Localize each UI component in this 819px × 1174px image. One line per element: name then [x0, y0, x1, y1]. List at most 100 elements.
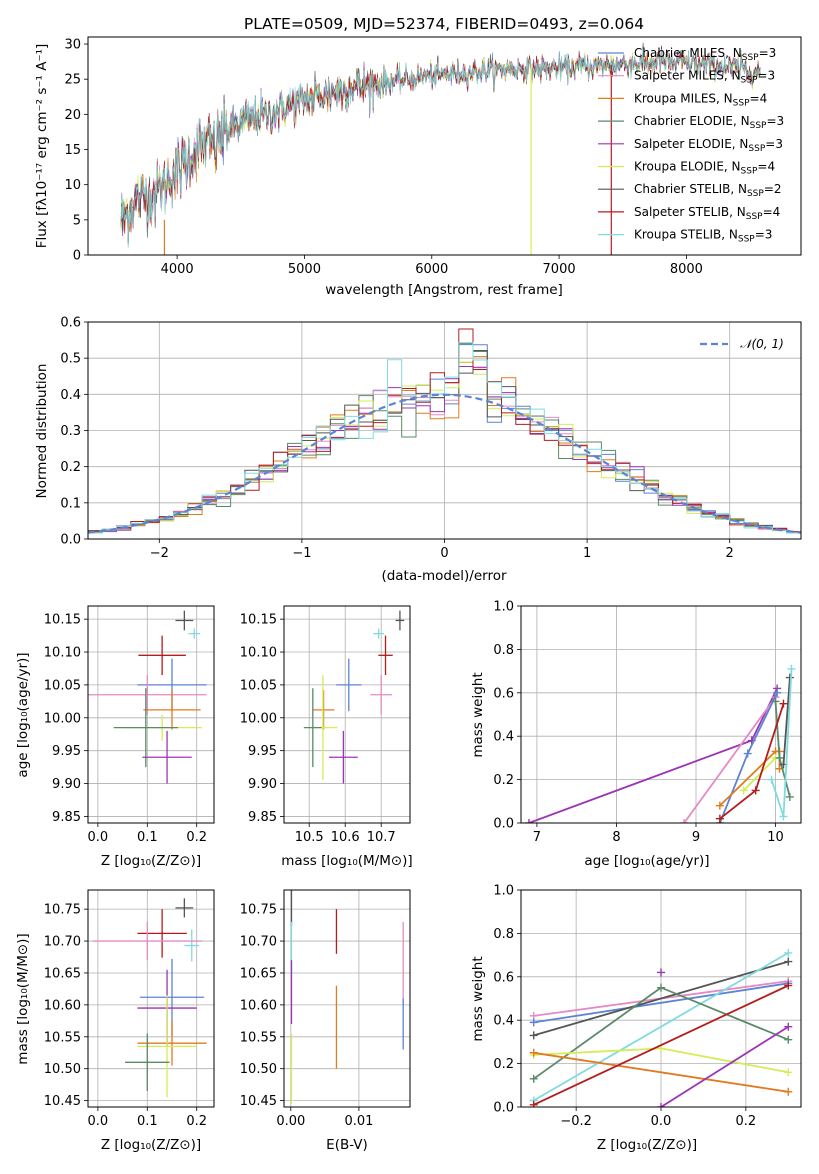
y-tick-label: 10.45: [240, 1094, 277, 1109]
y-tick-label: 0.4: [493, 1014, 514, 1029]
marker-kroupa_stelib: [784, 948, 793, 957]
agemass-xlabel: mass [log₁₀(M/M⊙)]: [281, 853, 412, 869]
residuals-xlabel: (data-model)/error: [381, 568, 507, 584]
y-tick-label: 9.85: [248, 810, 277, 825]
spectrum-title: PLATE=0509, MJD=52374, FIBERID=0493, z=0…: [244, 15, 644, 33]
y-tick-label: 10.05: [240, 678, 277, 693]
spectrum-xlabel: wavelength [Angstrom, rest frame]: [325, 282, 563, 298]
x-tick-label: 10: [767, 830, 784, 845]
marker-kroupa_elodie: [739, 786, 748, 795]
legend-label-kroupa_miles: Kroupa MILES, NSSP=4: [634, 91, 767, 108]
x-tick-label: −0.2: [560, 1114, 592, 1129]
y-tick-label: 10.55: [240, 1030, 277, 1045]
spectrum-lines: [120, 42, 761, 255]
marker-chabrier_miles: [529, 1018, 538, 1027]
mass_vs_ebv-axes: 0.00 0.01 10.45 10.50 10.55 10.60 10.65 10.70 10…: [240, 890, 410, 1129]
x-tick-label: 7000: [543, 262, 576, 277]
legend-label-salpeter_stelib: Salpeter STELIB, NSSP=4: [634, 205, 780, 222]
y-tick-label: 0: [73, 249, 81, 264]
x-tick-label: −2: [150, 546, 169, 561]
wZ-ylabel: mass weight: [470, 956, 486, 1041]
marker-salpeter_miles: [680, 819, 689, 823]
wage-ylabel: mass weight: [470, 672, 486, 757]
marker-kroupa_stelib: [787, 664, 796, 673]
y-tick-label: 10.60: [240, 998, 277, 1013]
mass_vs_ebv-points: [290, 890, 404, 1104]
x-tick-label: 0.01: [344, 1114, 373, 1129]
marker-kroupa_miles: [715, 801, 724, 810]
x-tick-label: 0.1: [137, 1114, 158, 1129]
y-tick-label: 10.50: [44, 1062, 81, 1077]
marker-chabrier_elodie: [784, 1035, 793, 1044]
y-tick-label: 0.6: [60, 316, 81, 331]
y-tick-label: 15: [64, 143, 81, 158]
y-tick-label: 25: [64, 73, 81, 88]
y-tick-label: 0.5: [60, 352, 81, 367]
x-tick-label: 8: [612, 830, 620, 845]
y-tick-label: 10.65: [240, 966, 277, 981]
y-tick-label: 10.75: [240, 903, 277, 918]
y-tick-label: 10.55: [44, 1030, 81, 1045]
legend-label-kroupa_elodie: Kroupa ELODIE, NSSP=4: [634, 160, 775, 177]
series-salpeter_elodie: [660, 1025, 789, 1107]
y-tick-label: 0.8: [493, 643, 514, 658]
marker-kroupa_stelib: [767, 775, 776, 784]
weight_vs_age-frame: [520, 605, 802, 824]
y-tick-label: 9.85: [52, 810, 81, 825]
y-tick-label: 0.8: [493, 927, 514, 942]
series-chabrier_stelib: [533, 960, 789, 1037]
weight_vs_Z-frame: [520, 889, 802, 1108]
y-tick-label: 0.2: [493, 1057, 514, 1072]
x-tick-label: 0.2: [186, 830, 207, 845]
y-tick-label: 10.70: [44, 935, 81, 950]
y-tick-label: 10.15: [44, 613, 81, 628]
y-tick-label: 0.6: [493, 686, 514, 701]
y-tick-label: 10: [64, 178, 81, 193]
marker-kroupa_stelib: [779, 812, 788, 821]
massZ-xlabel: Z [log₁₀(Z/Z⊙)]: [101, 1137, 201, 1153]
marker-kroupa_miles: [529, 1048, 538, 1057]
marker-salpeter_stelib: [751, 786, 760, 795]
mass_vs_ebv-frame: [283, 889, 411, 1108]
x-tick-label: 0.2: [186, 1114, 207, 1129]
series-kroupa_miles: [533, 1051, 789, 1093]
mass_vs_Z-frame: [87, 889, 215, 1108]
x-tick-label: 9: [692, 830, 700, 845]
y-tick-label: 0.4: [60, 388, 81, 403]
marker-salpeter_stelib: [779, 699, 788, 708]
x-tick-label: 2: [726, 546, 734, 561]
y-tick-label: 9.90: [52, 777, 81, 792]
legend-label-chabrier_miles: Chabrier MILES, NSSP=3: [634, 46, 776, 63]
weight_vs_age-lines: [524, 664, 796, 823]
y-tick-label: 0.3: [60, 424, 81, 439]
x-tick-label: 8000: [670, 262, 703, 277]
legend-label-salpeter_miles: Salpeter MILES, NSSP=3: [634, 69, 775, 86]
y-tick-label: 10.75: [44, 903, 81, 918]
spectrum-legend: Chabrier MILES, NSSP=3 Salpeter MILES, NS…: [598, 46, 784, 245]
normal-curve: [88, 393, 801, 534]
age_vs_Z-points: [88, 610, 207, 784]
legend-label-chabrier_stelib: Chabrier STELIB, NSSP=2: [634, 182, 782, 199]
marker-salpeter_elodie: [657, 1103, 665, 1107]
series-kroupa_stelib: [533, 952, 789, 1102]
residuals-ylabel: Normed distribution: [34, 364, 50, 499]
marker-chabrier_elodie: [657, 983, 665, 992]
x-tick-label: 4000: [161, 262, 194, 277]
y-tick-label: 10.70: [240, 935, 277, 950]
y-tick-label: 0.0: [493, 817, 514, 832]
marker-chabrier_stelib: [785, 673, 794, 682]
age_vs_mass-axes: 10.5 10.6 10.7 9.85 9.90 9.95 10.00 10.05 10.10 1…: [240, 606, 410, 845]
x-tick-label: 0.0: [651, 1114, 672, 1129]
x-tick-label: 1: [583, 546, 591, 561]
y-tick-label: 20: [64, 108, 81, 123]
age_vs_Z-axes: 0.0 0.1 0.2 9.85 9.90 9.95 10.00 10.05 10.10 10.1…: [44, 606, 214, 845]
marker-salpeter_stelib: [715, 814, 724, 823]
x-tick-label: 10.7: [367, 830, 396, 845]
x-tick-label: 5000: [288, 262, 321, 277]
normal-legend-label: 𝒩(0, 1): [740, 337, 784, 351]
spectrum-ylabel: Flux [fλ10⁻¹⁷ erg cm⁻² s⁻¹ A⁻¹]: [34, 44, 50, 249]
spectrum-axes: 4000 5000 6000 7000 8000 0 5 10 15 20 25 30: [64, 38, 703, 277]
y-tick-label: 1.0: [493, 600, 514, 615]
legend-label-salpeter_elodie: Salpeter ELODIE, NSSP=3: [634, 137, 783, 154]
